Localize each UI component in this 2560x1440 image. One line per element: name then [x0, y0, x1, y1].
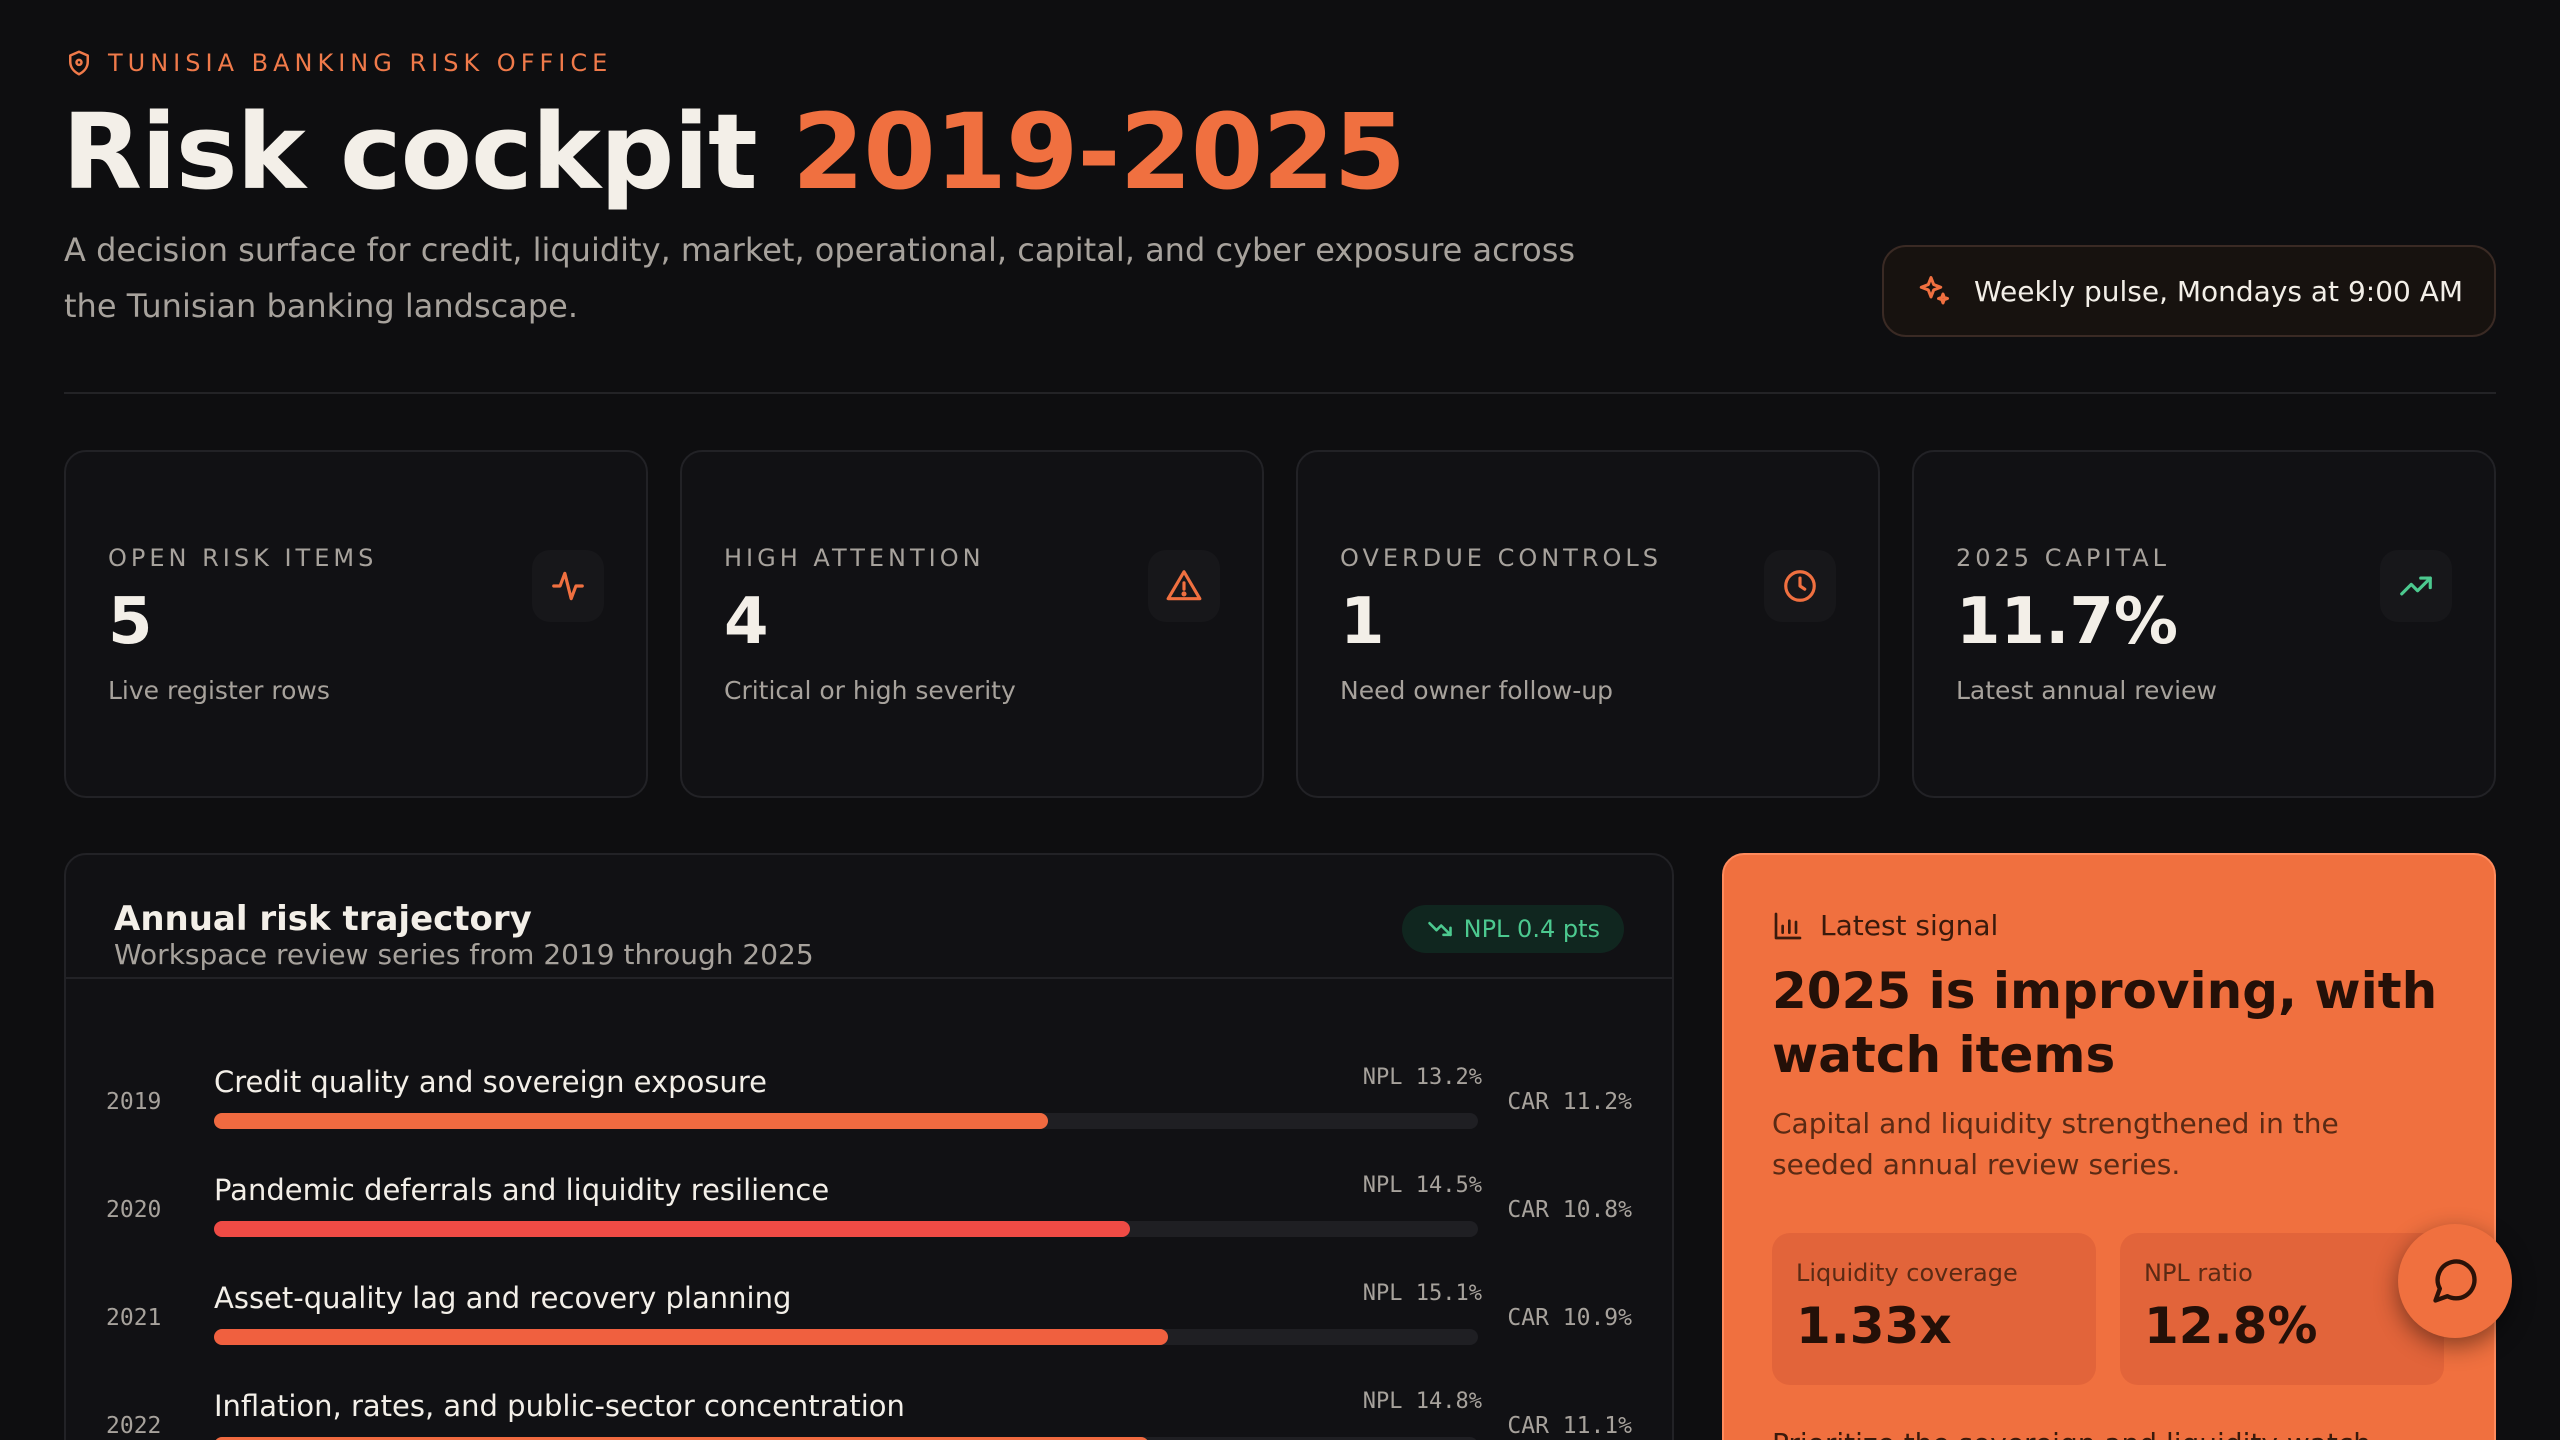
- kpi-label: OVERDUE CONTROLS: [1340, 544, 1662, 572]
- trajectory-header: Annual risk trajectory Workspace review …: [66, 855, 1672, 979]
- row-year: 2021: [106, 1305, 162, 1331]
- trajectory-title: Annual risk trajectory: [114, 899, 532, 939]
- clock-icon: [1784, 570, 1816, 602]
- kpi-icon-tile: [1764, 550, 1836, 622]
- kpi-card-2025-capital[interactable]: 2025 CAPITAL 11.7% Latest annual review: [1912, 450, 2496, 798]
- kpi-value: 5: [108, 585, 153, 659]
- chat-button[interactable]: [2398, 1224, 2512, 1338]
- kpi-label: 2025 CAPITAL: [1956, 544, 2171, 572]
- signal-footer: Prioritize the sovereign and liquidity w…: [1772, 1427, 2371, 1440]
- kpi-row: OPEN RISK ITEMS 5 Live register rows HIG…: [64, 450, 2496, 798]
- row-year: 2019: [106, 1089, 162, 1115]
- header-divider: [64, 392, 2496, 394]
- page-subtitle: A decision surface for credit, liquidity…: [64, 231, 1576, 325]
- signal-kicker: Latest signal: [1772, 909, 1998, 942]
- kpi-value: 1: [1340, 585, 1385, 659]
- pulse-label: Weekly pulse, Mondays at 9:00 AM: [1974, 274, 2464, 308]
- row-label: Asset-quality lag and recovery planning: [214, 1281, 792, 1315]
- alert-triangle-icon: [1166, 570, 1202, 601]
- kpi-card-open-risk-items[interactable]: OPEN RISK ITEMS 5 Live register rows: [64, 450, 648, 798]
- kpi-label: OPEN RISK ITEMS: [108, 544, 378, 572]
- row-year: 2020: [106, 1197, 162, 1223]
- trajectory-subtitle: Workspace review series from 2019 throug…: [114, 938, 814, 971]
- signal-title: 2025 is improving, with watch items: [1772, 962, 2438, 1084]
- weekly-pulse-button[interactable]: Weekly pulse, Mondays at 9:00 AM: [1882, 245, 2496, 337]
- stat-liquidity-coverage: Liquidity coverage 1.33x: [1772, 1233, 2096, 1385]
- npl-change-badge: NPL 0.4 pts: [1401, 905, 1624, 953]
- kpi-icon-tile: [1148, 550, 1220, 622]
- kpi-icon-tile: [2380, 550, 2452, 622]
- kpi-value: 4: [724, 585, 769, 659]
- kpi-icon-tile: [532, 550, 604, 622]
- row-progress-track: [214, 1221, 1478, 1237]
- row-car: CAR 10.9%: [1507, 1305, 1632, 1331]
- kpi-note: Need owner follow-up: [1340, 676, 1613, 705]
- activity-icon: [552, 571, 584, 601]
- row-progress-fill: [214, 1437, 1150, 1440]
- signal-text: Capital and liquidity strengthened in th…: [1772, 1107, 2339, 1181]
- annual-risk-trajectory-panel: Annual risk trajectory Workspace review …: [64, 853, 1674, 1440]
- page-title: Risk cockpit 2019-2025: [62, 91, 1406, 213]
- trajectory-row[interactable]: 2019 Credit quality and sovereign exposu…: [66, 1051, 1672, 1159]
- row-npl: NPL 13.2%: [1362, 1065, 1482, 1090]
- kpi-value: 11.7%: [1956, 585, 2179, 659]
- message-circle-icon: [2433, 1259, 2477, 1303]
- kpi-note: Critical or high severity: [724, 676, 1016, 705]
- kpi-note: Latest annual review: [1956, 676, 2217, 705]
- trending-up-icon: [2400, 576, 2432, 596]
- signal-kicker-text: Latest signal: [1820, 909, 1999, 942]
- row-car: CAR 11.2%: [1507, 1089, 1632, 1115]
- row-label: Inflation, rates, and public-sector conc…: [214, 1389, 905, 1423]
- stat-value: 1.33x: [1796, 1297, 1952, 1355]
- title-main: Risk cockpit: [62, 91, 758, 213]
- trajectory-row[interactable]: 2020 Pandemic deferrals and liquidity re…: [66, 1159, 1672, 1267]
- row-label: Pandemic deferrals and liquidity resilie…: [214, 1173, 830, 1207]
- npl-change-text: NPL 0.4 pts: [1463, 915, 1600, 943]
- eyebrow-text: TUNISIA BANKING RISK OFFICE: [108, 49, 613, 77]
- row-progress-track: [214, 1437, 1478, 1440]
- bar-chart-icon: [1774, 912, 1802, 939]
- stat-value: 12.8%: [2144, 1297, 2318, 1355]
- eyebrow: TUNISIA BANKING RISK OFFICE: [64, 48, 612, 78]
- row-year: 2022: [106, 1413, 162, 1439]
- row-label: Credit quality and sovereign exposure: [214, 1065, 767, 1099]
- latest-signal-card: Latest signal 2025 is improving, with wa…: [1722, 853, 2496, 1440]
- row-car: CAR 11.1%: [1507, 1413, 1632, 1439]
- row-progress-track: [214, 1113, 1478, 1129]
- row-car: CAR 10.8%: [1507, 1197, 1632, 1223]
- shield-icon: [69, 50, 89, 76]
- stat-label: NPL ratio: [2144, 1259, 2253, 1287]
- row-progress-fill: [214, 1221, 1131, 1237]
- kpi-card-overdue-controls[interactable]: OVERDUE CONTROLS 1 Need owner follow-up: [1296, 450, 1880, 798]
- kpi-card-high-attention[interactable]: HIGH ATTENTION 4 Critical or high severi…: [680, 450, 1264, 798]
- kpi-label: HIGH ATTENTION: [724, 544, 985, 572]
- stat-label: Liquidity coverage: [1796, 1259, 2018, 1287]
- row-progress-fill: [214, 1329, 1169, 1345]
- row-npl: NPL 14.5%: [1362, 1173, 1482, 1198]
- trajectory-row[interactable]: 2022 Inflation, rates, and public-sector…: [66, 1375, 1672, 1440]
- kpi-note: Live register rows: [108, 676, 330, 705]
- trajectory-row[interactable]: 2021 Asset-quality lag and recovery plan…: [66, 1267, 1672, 1375]
- stat-npl-ratio: NPL ratio 12.8%: [2120, 1233, 2444, 1385]
- row-npl: NPL 14.8%: [1362, 1389, 1482, 1414]
- trending-down-icon: [1427, 921, 1452, 937]
- row-progress-fill: [214, 1113, 1049, 1129]
- row-npl: NPL 15.1%: [1362, 1281, 1482, 1306]
- sparkles-icon: [1919, 276, 1949, 305]
- row-progress-track: [214, 1329, 1478, 1345]
- title-accent: 2019-2025: [791, 91, 1406, 213]
- trajectory-rows: 2019 Credit quality and sovereign exposu…: [66, 1051, 1672, 1440]
